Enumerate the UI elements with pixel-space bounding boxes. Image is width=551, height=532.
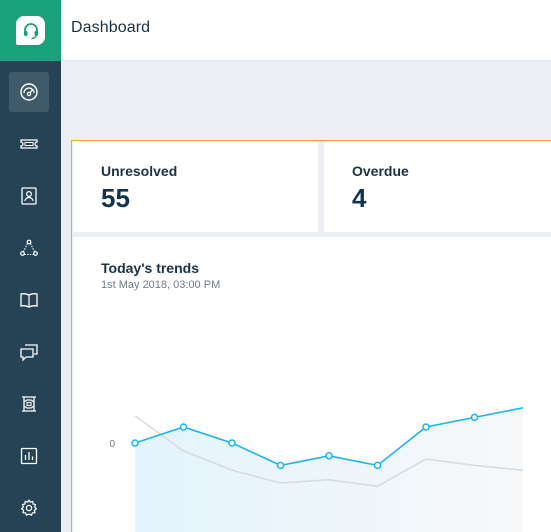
overdue-count: 4 bbox=[352, 183, 367, 213]
sidebar-item-arcade[interactable] bbox=[9, 384, 49, 424]
headset-icon bbox=[16, 16, 45, 45]
sidebar-item-contacts[interactable] bbox=[9, 176, 49, 216]
sidebar-item-tickets[interactable] bbox=[9, 124, 49, 164]
sidebar-item-reports[interactable] bbox=[9, 436, 49, 476]
trend-point bbox=[373, 461, 382, 470]
social-icon bbox=[20, 239, 38, 256]
dashboard-icon bbox=[20, 83, 38, 101]
trends-chart: 0 bbox=[109, 407, 524, 532]
comparison-line bbox=[134, 415, 524, 487]
trend-point bbox=[470, 413, 479, 422]
solutions-icon bbox=[20, 293, 38, 308]
sidebar-item-discussions[interactable] bbox=[9, 332, 49, 372]
sidebar bbox=[0, 0, 61, 532]
overdue-card[interactable]: Overdue 4 bbox=[324, 142, 551, 232]
y-tick-label: 0 bbox=[109, 439, 115, 450]
unresolved-card[interactable]: Unresolved 55 bbox=[73, 142, 318, 232]
sidebar-item-social[interactable] bbox=[9, 228, 49, 268]
gear-icon bbox=[20, 499, 38, 516]
trend-point bbox=[179, 423, 188, 431]
trends-title: Today's trends bbox=[101, 260, 199, 276]
logo[interactable] bbox=[0, 0, 61, 61]
header: Dashboard bbox=[61, 0, 551, 61]
trend-point bbox=[325, 452, 333, 460]
page-title: Dashboard bbox=[71, 19, 151, 36]
overdue-label: Overdue bbox=[352, 163, 409, 179]
trend-point bbox=[228, 439, 236, 447]
unresolved-count: 55 bbox=[101, 183, 130, 213]
trend-area bbox=[135, 407, 523, 532]
trends-widget: Today's trends 1st May 2018, 03:00 PM 0 bbox=[73, 237, 551, 532]
trend-point bbox=[422, 423, 430, 431]
arcade-icon bbox=[22, 396, 36, 412]
trend-point bbox=[131, 439, 139, 447]
reports-icon bbox=[20, 447, 38, 465]
trends-timestamp: 1st May 2018, 03:00 PM bbox=[101, 279, 221, 291]
sidebar-item-dashboard[interactable] bbox=[9, 72, 49, 112]
discussions-icon bbox=[20, 344, 38, 362]
ticket-icon bbox=[20, 139, 38, 149]
trend-point bbox=[276, 461, 285, 470]
sidebar-item-solutions[interactable] bbox=[9, 280, 49, 320]
unresolved-label: Unresolved bbox=[101, 163, 178, 179]
sidebar-item-admin[interactable] bbox=[9, 488, 49, 528]
dashboard-panel: Unresolved 55 Overdue 4 Today's trends 1… bbox=[71, 140, 551, 532]
contacts-icon bbox=[21, 187, 37, 205]
